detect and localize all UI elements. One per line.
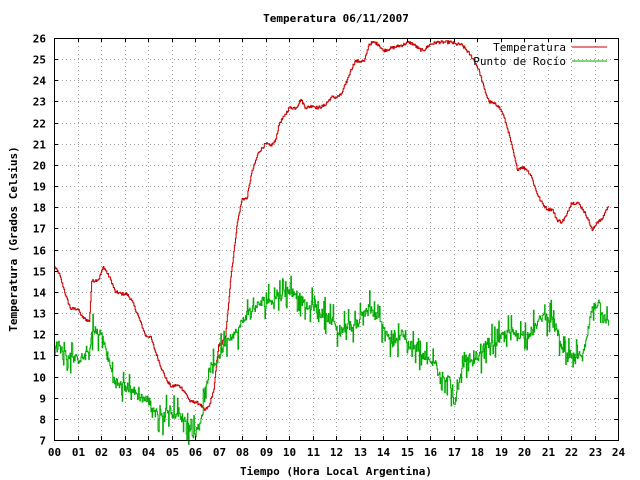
x-tick-label: 17 [448, 446, 461, 459]
x-tick-label: 24 [612, 446, 626, 459]
y-tick-label: 14 [33, 287, 47, 300]
x-tick-label: 14 [377, 446, 391, 459]
chart-title: Temperatura 06/11/2007 [263, 12, 409, 25]
x-tick-label: 05 [166, 446, 179, 459]
x-tick-label: 03 [119, 446, 132, 459]
x-tick-label: 06 [189, 446, 203, 459]
series-line-0 [54, 40, 610, 411]
x-tick-label: 08 [236, 446, 249, 459]
x-tick-label: 00 [48, 446, 61, 459]
y-tick-label: 18 [33, 202, 46, 215]
y-tick-label: 11 [33, 350, 47, 363]
x-axis-ticks: 00 01 02 03 04 05 06 07 08 09 10 11 12 13 14 15 16 17 18 19… [48, 38, 626, 459]
legend-label: Temperatura [493, 41, 566, 54]
y-tick-label: 20 [33, 160, 46, 173]
y-tick-label: 22 [33, 118, 46, 131]
x-tick-label: 10 [283, 446, 296, 459]
grid [54, 38, 618, 440]
x-tick-label: 12 [330, 446, 343, 459]
y-tick-label: 25 [33, 54, 46, 67]
y-tick-label: 16 [33, 245, 47, 258]
x-tick-label: 09 [260, 446, 273, 459]
x-tick-label: 07 [213, 446, 226, 459]
y-tick-label: 26 [33, 33, 47, 46]
y-tick-label: 8 [39, 414, 46, 427]
y-tick-label: 9 [39, 393, 46, 406]
y-tick-label: 24 [33, 75, 47, 88]
x-tick-label: 11 [307, 446, 321, 459]
x-tick-label: 04 [142, 446, 156, 459]
y-axis-ticks: 7 8 9 10 11 12 13 14 15 16 17 18 19 20 21 22 23 24 25 26 [33, 33, 618, 448]
y-tick-label: 13 [33, 308, 46, 321]
x-tick-label: 20 [518, 446, 531, 459]
series-line-1 [54, 275, 610, 445]
x-tick-label: 01 [72, 446, 86, 459]
y-tick-label: 15 [33, 266, 46, 279]
y-tick-label: 17 [33, 223, 46, 236]
y-tick-label: 10 [33, 372, 46, 385]
x-tick-label: 22 [565, 446, 578, 459]
y-tick-label: 21 [33, 139, 47, 152]
legend-label: Punto de Rocío [473, 55, 566, 68]
y-tick-label: 7 [39, 435, 46, 448]
x-tick-label: 18 [471, 446, 484, 459]
x-tick-label: 19 [495, 446, 508, 459]
x-axis-label: Tiempo (Hora Local Argentina) [240, 465, 432, 478]
y-tick-label: 23 [33, 96, 46, 109]
x-tick-label: 21 [542, 446, 556, 459]
plot-series [54, 40, 610, 445]
x-tick-label: 15 [401, 446, 414, 459]
x-tick-label: 16 [424, 446, 438, 459]
y-tick-label: 12 [33, 329, 46, 342]
x-tick-label: 23 [589, 446, 602, 459]
y-tick-label: 19 [33, 181, 46, 194]
x-tick-label: 13 [354, 446, 367, 459]
x-tick-label: 02 [95, 446, 108, 459]
y-axis-label: Temperatura (Grados Celsius) [7, 146, 20, 331]
